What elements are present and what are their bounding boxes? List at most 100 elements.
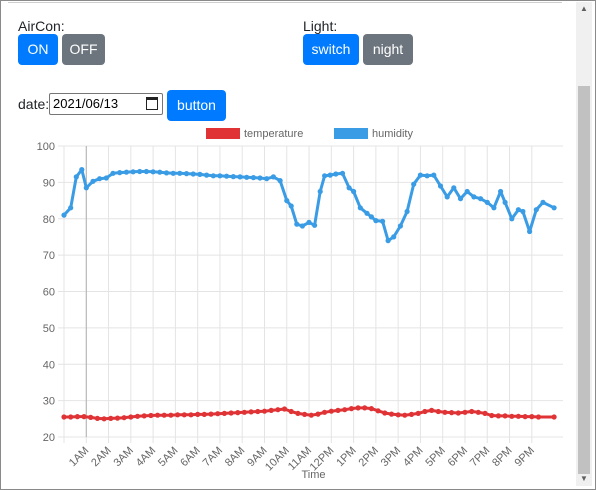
data-point-temperature [148, 412, 154, 419]
data-point-temperature [388, 411, 395, 417]
data-point-temperature [509, 413, 515, 419]
data-point-humidity [540, 199, 546, 205]
data-point-humidity [327, 172, 333, 178]
data-point-temperature [281, 406, 288, 412]
data-point-temperature [81, 414, 87, 420]
data-point-humidity [150, 169, 156, 175]
data-point-humidity [90, 178, 96, 184]
data-point-temperature [315, 411, 321, 417]
data-point-humidity [404, 208, 410, 215]
light-night-button[interactable]: night [363, 34, 413, 65]
data-point-humidity [257, 175, 263, 181]
x-tick-label: 2PM [357, 445, 381, 469]
data-point-humidity [533, 207, 539, 213]
data-point-humidity [68, 205, 74, 211]
data-point-humidity [157, 169, 163, 175]
data-point-temperature [255, 408, 261, 415]
data-point-humidity [177, 170, 183, 176]
data-point-humidity [498, 188, 504, 195]
scrollbar-thumb[interactable] [578, 86, 590, 474]
scroll-up-arrow-icon[interactable]: ▲ [580, 4, 588, 13]
data-point-humidity [424, 173, 430, 179]
calendar-icon[interactable] [146, 97, 158, 110]
y-tick-label: 70 [43, 250, 55, 262]
data-point-humidity [250, 175, 256, 181]
data-point-temperature [415, 410, 421, 416]
data-point-humidity [312, 222, 318, 228]
data-point-temperature [61, 414, 67, 420]
x-tick-label: 7AM [201, 445, 225, 469]
data-point-temperature [455, 410, 461, 416]
data-point-humidity [502, 199, 508, 205]
data-point-humidity [451, 185, 457, 191]
data-point-humidity [368, 214, 374, 220]
x-tick-label: 6PM [446, 445, 470, 469]
data-point-humidity [204, 172, 210, 178]
data-point-humidity [299, 223, 305, 229]
scrollbar[interactable]: ▲ ▼ [576, 2, 592, 486]
light-label: Light: [303, 18, 338, 34]
x-tick-label: 9PM [512, 445, 536, 469]
scroll-down-arrow-icon[interactable]: ▼ [580, 474, 588, 483]
x-tick-label: 5PM [423, 445, 447, 469]
data-point-humidity [491, 205, 497, 211]
x-tick-label: 1AM [67, 445, 91, 469]
data-point-temperature [221, 410, 227, 416]
data-point-humidity [417, 172, 423, 178]
data-point-humidity [288, 203, 294, 209]
data-point-humidity [484, 199, 490, 205]
legend-label-humidity: humidity [372, 128, 413, 140]
y-tick-label: 100 [37, 141, 55, 153]
data-point-temperature [375, 408, 381, 414]
data-point-temperature [462, 409, 468, 415]
data-point-temperature [395, 412, 401, 418]
data-point-humidity [190, 171, 196, 177]
data-point-humidity [322, 173, 328, 179]
x-tick-label: 6AM [178, 445, 202, 469]
y-tick-label: 20 [43, 432, 55, 444]
data-point-temperature [302, 411, 308, 417]
data-point-temperature [114, 415, 121, 421]
data-point-humidity [339, 170, 346, 176]
data-point-temperature [522, 414, 528, 420]
aircon-on-button[interactable]: ON [18, 34, 58, 65]
data-point-temperature [88, 414, 94, 420]
data-point-humidity [333, 171, 339, 177]
data-point-humidity [346, 185, 352, 191]
data-point-temperature [435, 408, 441, 415]
data-point-humidity [110, 170, 116, 176]
data-point-temperature [368, 406, 374, 412]
aircon-off-button[interactable]: OFF [62, 34, 105, 65]
top-divider [8, 2, 562, 3]
light-switch-button[interactable]: switch [303, 34, 359, 65]
data-point-humidity [294, 221, 300, 227]
x-tick-label: 5AM [156, 445, 180, 469]
data-point-temperature [215, 411, 221, 417]
data-point-temperature [235, 410, 241, 416]
data-point-temperature [408, 411, 415, 417]
data-point-temperature [275, 407, 281, 413]
data-point-humidity [471, 194, 477, 200]
y-tick-label: 50 [43, 323, 55, 335]
data-point-temperature [322, 409, 328, 415]
data-point-temperature [342, 407, 348, 413]
data-point-humidity [224, 173, 230, 179]
data-point-temperature [295, 410, 301, 416]
data-point-humidity [79, 167, 85, 173]
data-point-temperature [268, 407, 274, 413]
x-tick-label: 4AM [134, 445, 158, 469]
data-point-humidity [277, 178, 283, 184]
legend-swatch-temperature [206, 128, 240, 139]
date-submit-button[interactable]: button [167, 90, 226, 121]
data-point-humidity [170, 170, 176, 176]
data-point-humidity [270, 174, 276, 180]
data-point-temperature [362, 405, 368, 411]
legend-label-temperature: temperature [244, 128, 303, 140]
data-point-temperature [161, 412, 167, 418]
data-point-humidity [61, 212, 67, 218]
data-point-temperature [382, 410, 388, 416]
data-point-humidity [97, 176, 103, 182]
date-input[interactable]: 2021/06/13 [49, 93, 163, 115]
data-point-temperature [128, 414, 134, 420]
